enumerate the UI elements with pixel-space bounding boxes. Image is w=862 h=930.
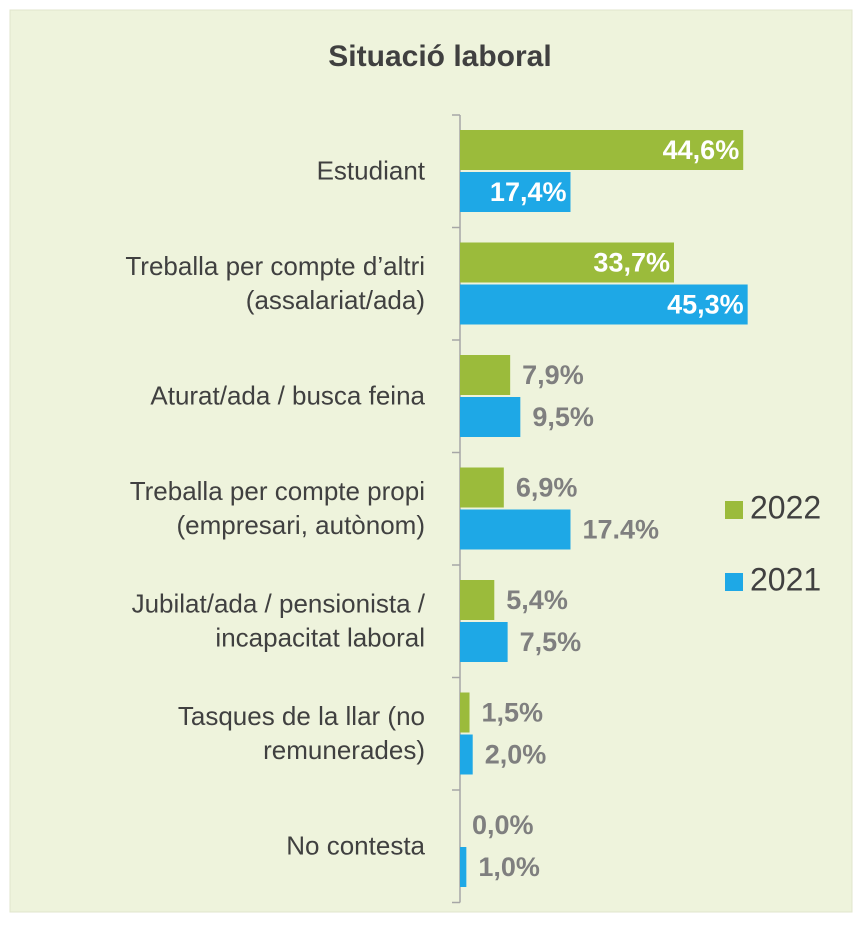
bar — [460, 847, 467, 887]
data-label: 17.4% — [582, 515, 659, 545]
data-label: 9,5% — [532, 402, 594, 432]
data-label: 17,4% — [490, 177, 567, 207]
category-label-line: (empresari, autònom) — [176, 510, 425, 540]
category-label-line: Jubilat/ada / pensionista / — [132, 588, 426, 618]
category-label: Jubilat/ada / pensionista / incapacitat l… — [132, 588, 426, 652]
bar — [460, 509, 571, 550]
data-label: 44,6% — [663, 135, 740, 165]
category-label: Treballa per compte d’altri (assalariat/a… — [125, 251, 425, 315]
category-label-line: incapacitat laboral — [215, 622, 425, 652]
data-label: 1,5% — [482, 698, 544, 728]
data-label: 2,0% — [485, 740, 547, 770]
category-label-line: (assalariat/ada) — [246, 285, 425, 315]
bar — [460, 242, 674, 283]
category-label-line: Estudiant — [317, 155, 426, 185]
category-label: No contesta — [286, 830, 425, 860]
legend-label: 2022 — [750, 489, 821, 525]
bar — [460, 622, 508, 662]
data-label: 7,5% — [520, 627, 582, 657]
legend-label: 2021 — [750, 561, 821, 597]
data-label: 33,7% — [593, 248, 670, 278]
bar — [460, 734, 473, 775]
legend-swatch — [725, 573, 743, 591]
legend-swatch — [725, 501, 743, 519]
bar — [460, 284, 748, 325]
data-label: 5,4% — [506, 585, 568, 615]
chart-title: Situació laboral — [328, 40, 551, 73]
bar — [460, 130, 744, 170]
category-label: Treballa per compte propi (empresari, aut… — [130, 476, 425, 540]
category-label-line: Tasques de la llar (no — [178, 701, 425, 731]
bar — [460, 172, 571, 212]
bar — [460, 692, 470, 733]
data-label: 1,0% — [478, 852, 540, 882]
category-label: Aturat/ada / busca feina — [150, 380, 425, 410]
bar — [460, 467, 504, 508]
data-label: 0,0% — [472, 810, 534, 840]
category-label-line: Treballa per compte d’altri — [125, 251, 425, 281]
category-label-line: remunerades) — [263, 735, 425, 765]
bar — [460, 355, 511, 395]
category-label: Estudiant — [317, 155, 426, 185]
data-label: 6,9% — [516, 473, 578, 503]
category-label: Tasques de la llar (no remunerades) — [178, 701, 425, 765]
data-label: 45,3% — [667, 290, 744, 320]
category-label-line: Aturat/ada / busca feina — [150, 380, 425, 410]
category-label-line: No contesta — [286, 830, 425, 860]
bar — [460, 397, 521, 437]
bar — [460, 580, 495, 620]
data-label: 7,9% — [522, 360, 584, 390]
category-label-line: Treballa per compte propi — [130, 476, 425, 506]
